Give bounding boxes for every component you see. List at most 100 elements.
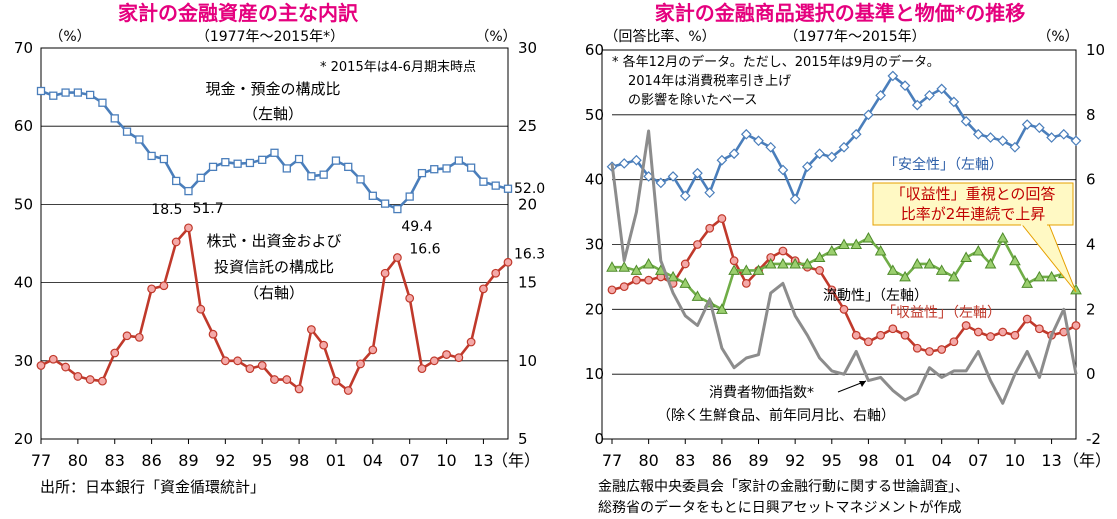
y2-tick-label: 10: [518, 352, 537, 370]
data-point: [1009, 254, 1021, 266]
x-tick-label: 04: [932, 451, 952, 470]
data-point: [728, 264, 740, 275]
x-tick-label: 95: [822, 451, 842, 470]
data-point: [851, 330, 861, 340]
data-point: [1034, 122, 1045, 134]
data-point: [1022, 314, 1032, 324]
data-point: [618, 158, 630, 169]
data-point: [393, 204, 402, 214]
y2-tick-label: 25: [518, 117, 537, 135]
data-point: [1046, 132, 1057, 143]
data-point: [705, 223, 715, 233]
series-group: [606, 70, 1082, 405]
data-point: [876, 330, 886, 340]
y-tick-label: 20: [14, 430, 33, 448]
data-point: [479, 177, 488, 186]
data-point: [642, 257, 655, 269]
data-point: [875, 90, 886, 101]
data-point: [491, 268, 501, 278]
data-point: [85, 375, 95, 384]
data-point: [48, 354, 58, 364]
plot-frame: [601, 49, 1077, 440]
y2-tick-label: 5: [518, 430, 528, 448]
left-axis-unit: （%）: [49, 29, 90, 45]
data-point: [331, 376, 341, 386]
right-axis-unit: （%）: [1037, 29, 1078, 45]
y-tick-label: 70: [14, 39, 33, 57]
data-point: [972, 128, 984, 140]
data-label: 51.7: [192, 201, 223, 217]
data-point: [479, 284, 488, 294]
data-point: [936, 83, 948, 95]
data-point: [948, 96, 960, 108]
data-point: [208, 162, 218, 172]
data-point: [948, 270, 960, 282]
x-tick-label: 77: [31, 451, 51, 470]
data-point: [73, 88, 83, 97]
data-point: [245, 364, 255, 374]
footnote-line-2: 2014年は消費税率引き上げ: [628, 73, 791, 89]
x-tick-label: 13: [473, 451, 493, 470]
series-group: [36, 86, 513, 395]
data-point: [801, 257, 814, 269]
y2-tick-label: 20: [518, 195, 537, 213]
data-label: 16.6: [409, 242, 440, 258]
data-point: [307, 172, 316, 181]
data-point: [667, 270, 679, 282]
data-point: [789, 193, 801, 205]
series-3: [610, 129, 1078, 405]
data-point: [619, 282, 629, 292]
data-point: [802, 161, 813, 173]
x-tick-label: 98: [289, 451, 309, 470]
data-point: [270, 375, 279, 384]
data-point: [1010, 330, 1020, 340]
y2-tick-label: 2: [1086, 300, 1096, 318]
footnote-line-3: の影響を除いたベース: [628, 92, 757, 108]
safety-series-label: 「安全性」（左軸）: [884, 156, 1003, 173]
y-tick-label: 40: [14, 274, 33, 292]
data-point: [631, 154, 642, 166]
y-tick-label: 20: [585, 300, 604, 318]
data-point: [911, 99, 923, 111]
deposit-series-axis-label: （左軸）: [243, 105, 303, 123]
data-point: [110, 114, 119, 123]
data-point: [985, 132, 996, 143]
data-point: [850, 238, 863, 249]
x-tick-label: 10: [436, 451, 456, 470]
asset-composition-chart: 家計の金融資産の主な内訳 （%） （1977年～2015年*） （%） 70 60…: [14, 1, 545, 496]
left-chart-title: 家計の金融資産の主な内訳: [118, 1, 359, 25]
data-point: [1070, 135, 1082, 147]
data-point: [935, 264, 948, 275]
y2-tick-label: 8: [1086, 106, 1096, 124]
data-point: [417, 364, 427, 374]
data-point: [134, 332, 144, 342]
data-point: [729, 256, 739, 266]
y2-tick-label: -2: [1086, 430, 1101, 448]
data-point: [825, 244, 838, 256]
data-point: [86, 90, 95, 100]
data-point: [61, 362, 70, 372]
data-point: [667, 171, 679, 182]
data-point: [752, 264, 765, 275]
x-axis-unit: （年）: [492, 451, 540, 470]
data-point: [294, 154, 304, 164]
data-point: [839, 304, 849, 314]
x-tick-label: 80: [638, 451, 658, 470]
series-1: [36, 223, 513, 395]
source-note-line-1: 金融広報中央委員会「家計の金融行動に関する世論調査」、: [598, 478, 969, 495]
data-point: [98, 376, 107, 386]
data-point: [740, 128, 752, 140]
data-point: [147, 151, 156, 161]
data-point: [172, 176, 181, 186]
data-point: [368, 191, 377, 200]
data-point: [503, 257, 513, 267]
data-point: [135, 135, 144, 144]
data-point: [491, 181, 500, 190]
data-point: [900, 330, 910, 340]
y-tick-label: 50: [14, 195, 33, 213]
x-tick-label: 01: [326, 451, 346, 470]
data-point: [392, 253, 402, 262]
data-point: [886, 264, 899, 275]
y-tick-label: 60: [585, 41, 604, 59]
data-point: [122, 127, 132, 136]
